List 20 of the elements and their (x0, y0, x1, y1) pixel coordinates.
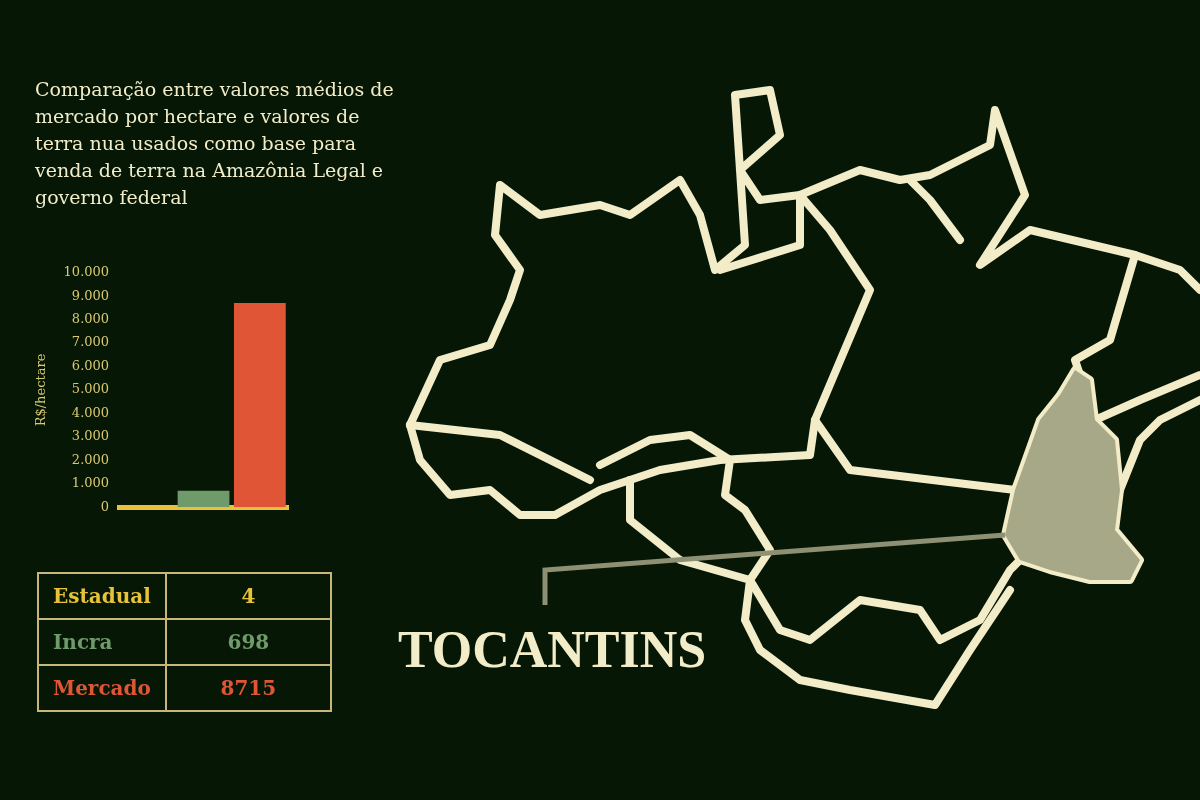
y-tick-label: 2.000 (71, 451, 110, 467)
data-label: 8715 (165, 665, 331, 711)
category-label: Mercado (38, 665, 166, 711)
y-tick-label: 7.000 (71, 334, 110, 350)
y-tick-label: 8.000 (71, 311, 110, 327)
y-tick-label: 5.000 (71, 381, 110, 397)
chart-title: Comparação entre valores médios de mercado por hectare e valores de terra nua usados como base para venda de terra na Amazônia Legal e governo federal (35, 77, 395, 210)
category-label: Estadual (38, 573, 166, 619)
y-tick-label: 4.000 (71, 404, 110, 420)
data-label: 4 (165, 573, 331, 619)
y-tick-label: 1.000 (71, 475, 110, 491)
text: TOCANTINS (398, 620, 707, 679)
y-tick-label: 6.000 (71, 357, 110, 373)
y-axis-title: R$/hectare (33, 353, 49, 427)
y-tick-label: 0 (100, 498, 110, 514)
y-tick-label: 9.000 (71, 287, 110, 303)
y-tick-label: 3.000 (71, 428, 110, 444)
category-label: Incra (38, 619, 166, 665)
data-label: 698 (165, 619, 331, 665)
y-tick-label: 10.000 (63, 264, 110, 280)
